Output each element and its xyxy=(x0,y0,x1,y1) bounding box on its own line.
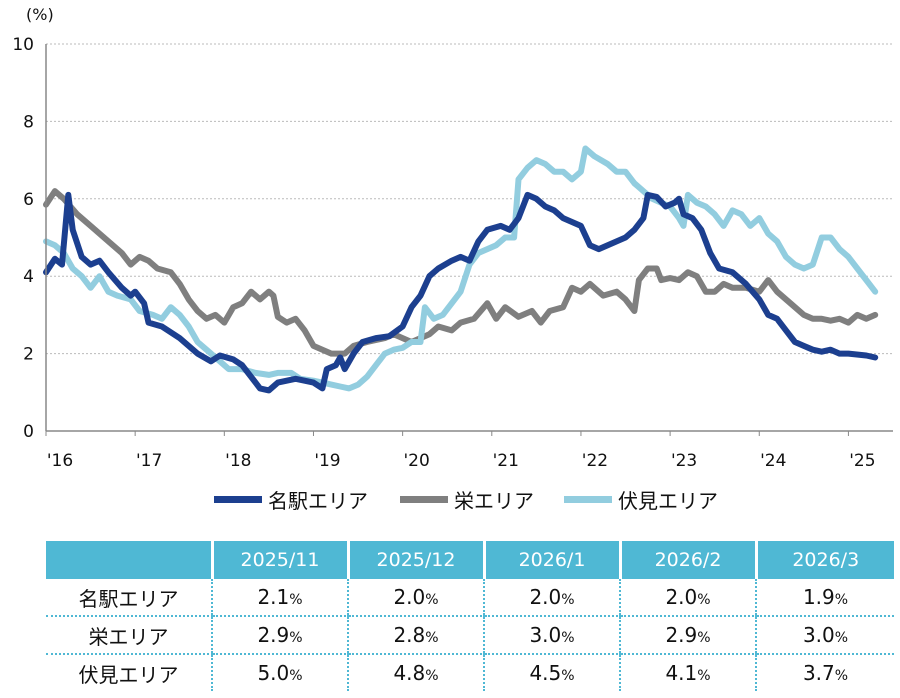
x-tick-label: '24 xyxy=(760,451,786,470)
y-tick-labels: 0 2 4 6 8 10 xyxy=(12,35,34,442)
x-tick-label: '25 xyxy=(849,451,875,470)
series-line-2 xyxy=(43,145,879,392)
y-tick-label: 6 xyxy=(23,190,34,210)
x-tick-label: '18 xyxy=(225,451,251,470)
legend-item-fushimi: 伏見エリア xyxy=(564,486,718,513)
table-header-row: 2025/11 2025/12 2026/1 2026/2 2026/3 xyxy=(46,541,894,579)
y-tick-label: 2 xyxy=(23,345,34,365)
table-header-cell: 2025/11 xyxy=(210,541,348,579)
table-header-cell: 2026/2 xyxy=(618,541,756,579)
y-tick-label: 8 xyxy=(23,112,34,132)
table-cell: 3.7% xyxy=(755,654,894,691)
series-line-1 xyxy=(43,188,879,357)
table-row-label: 名駅エリア xyxy=(46,579,212,617)
table-cell: 4.8% xyxy=(347,654,484,691)
table-header-cell: 2025/12 xyxy=(346,541,484,579)
table-cell: 4.1% xyxy=(619,654,756,691)
table-cell: 5.0% xyxy=(211,654,348,691)
table-cell: 2.0% xyxy=(483,579,620,617)
x-tick-label: '19 xyxy=(314,451,340,470)
x-tick-labels: '16 '17 '18 '19 '20 '21 '22 '23 '24 '25 xyxy=(45,431,876,470)
gridlines xyxy=(46,43,893,355)
table-cell: 2.1% xyxy=(211,579,348,617)
legend-label-fushimi: 伏見エリア xyxy=(618,488,718,513)
y-tick-label: 4 xyxy=(23,267,34,287)
legend-swatch-meieki xyxy=(214,495,262,503)
table-cell: 3.0% xyxy=(483,616,620,655)
legend-item-meieki: 名駅エリア xyxy=(214,486,368,513)
series-line-0 xyxy=(43,191,879,394)
legend-label-meieki: 名駅エリア xyxy=(268,488,368,513)
legend: 名駅エリア 栄エリア 伏見エリア xyxy=(214,486,774,513)
y-tick-label: 10 xyxy=(12,35,34,55)
x-tick-label: '17 xyxy=(136,451,162,470)
table-cell: 2.8% xyxy=(347,616,484,655)
table-cell: 1.9% xyxy=(755,579,894,617)
table-cell: 4.5% xyxy=(483,654,620,691)
table-row-label: 栄エリア xyxy=(46,616,212,655)
table-header-cell: 2026/3 xyxy=(754,541,894,579)
y-axis-unit: (%) xyxy=(26,5,54,24)
table-row: 伏見エリア 5.0% 4.8% 4.5% 4.1% 3.7% xyxy=(46,654,894,691)
legend-item-sakae: 栄エリア xyxy=(400,486,534,513)
table-cell: 3.0% xyxy=(755,616,894,655)
table-header-cell: 2026/1 xyxy=(482,541,620,579)
legend-label-sakae: 栄エリア xyxy=(454,488,534,513)
table-row-label: 伏見エリア xyxy=(78,662,179,687)
table-header-corner xyxy=(46,541,212,579)
legend-swatch-sakae xyxy=(400,495,448,503)
x-tick-label: '23 xyxy=(671,451,697,470)
y-tick-label: 0 xyxy=(23,422,34,442)
vacancy-rate-table: 2025/11 2025/12 2026/1 2026/2 2026/3 名駅エ… xyxy=(46,541,894,691)
x-tick-label: '22 xyxy=(582,451,608,470)
table-cell: 2.0% xyxy=(619,579,756,617)
x-tick-label: '16 xyxy=(47,451,73,470)
x-tick-label: '20 xyxy=(403,451,429,470)
table-cell: 2.0% xyxy=(347,579,484,617)
legend-swatch-fushimi xyxy=(564,495,612,503)
table-row: 栄エリア 2.9% 2.8% 3.0% 2.9% 3.0% xyxy=(46,616,894,655)
table-row: 名駅エリア 2.1% 2.0% 2.0% 2.0% 1.9% xyxy=(46,579,894,617)
table-cell: 2.9% xyxy=(619,616,756,655)
series-lines xyxy=(43,145,879,394)
table-cell: 2.9% xyxy=(211,616,348,655)
x-tick-label: '21 xyxy=(493,451,519,470)
